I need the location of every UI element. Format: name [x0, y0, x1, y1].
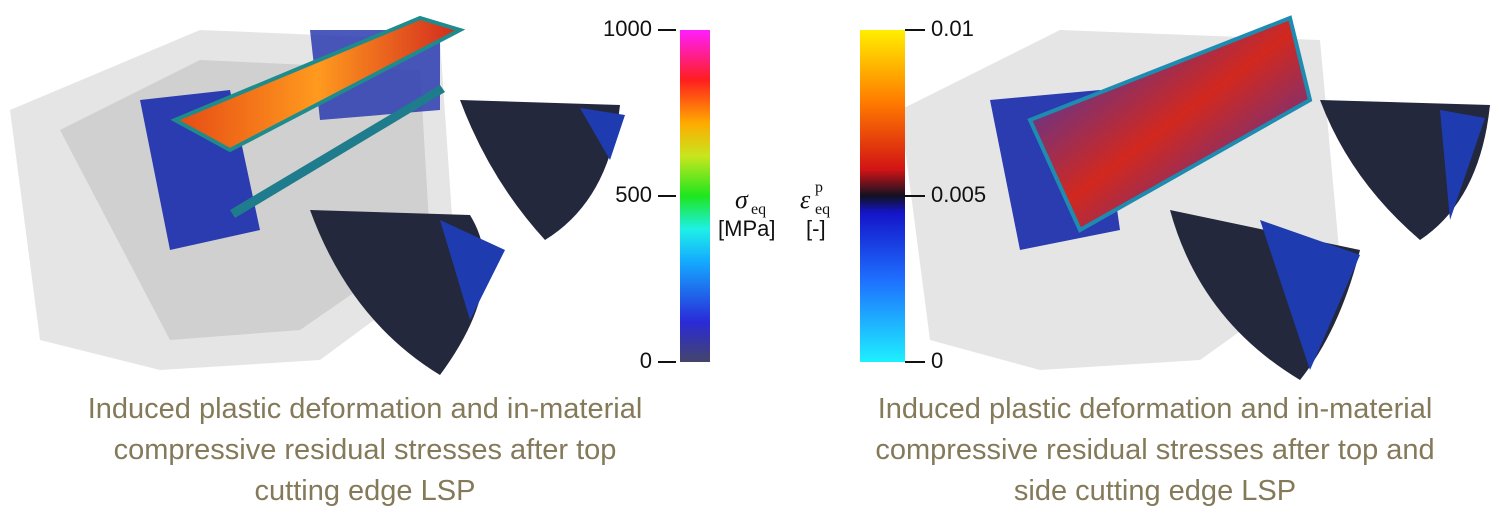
tick-label: 500	[615, 182, 652, 207]
caption-line: side cutting edge LSP	[1014, 475, 1296, 507]
stress-colorbar	[680, 30, 710, 362]
left-render	[10, 18, 625, 375]
caption-line: Induced plastic deformation and in-mater…	[878, 393, 1433, 425]
strain-colorbar	[860, 30, 905, 362]
right-render	[900, 18, 1490, 380]
tick-label: 0.005	[931, 182, 986, 207]
stress-symbol: σ	[735, 185, 749, 214]
strain-unit: [-]	[806, 216, 826, 241]
caption-line: compressive residual stresses after top …	[875, 434, 1434, 466]
tick-label: 0	[931, 348, 943, 373]
strain-symbol: ε	[800, 185, 811, 214]
caption-line: Induced plastic deformation and in-mater…	[88, 393, 643, 425]
figure: σ eq [MPa] ε eq p [-] Induced plastic de…	[0, 0, 1502, 515]
tick-label: 0.01	[931, 16, 974, 41]
tick-label: 1000	[603, 16, 652, 41]
tick-label: 0	[640, 348, 652, 373]
caption-line: compressive residual stresses after top	[114, 434, 617, 466]
strain-superscript: p	[815, 179, 823, 196]
caption-line: cutting edge LSP	[255, 475, 476, 507]
stress-unit: [MPa]	[718, 216, 775, 241]
